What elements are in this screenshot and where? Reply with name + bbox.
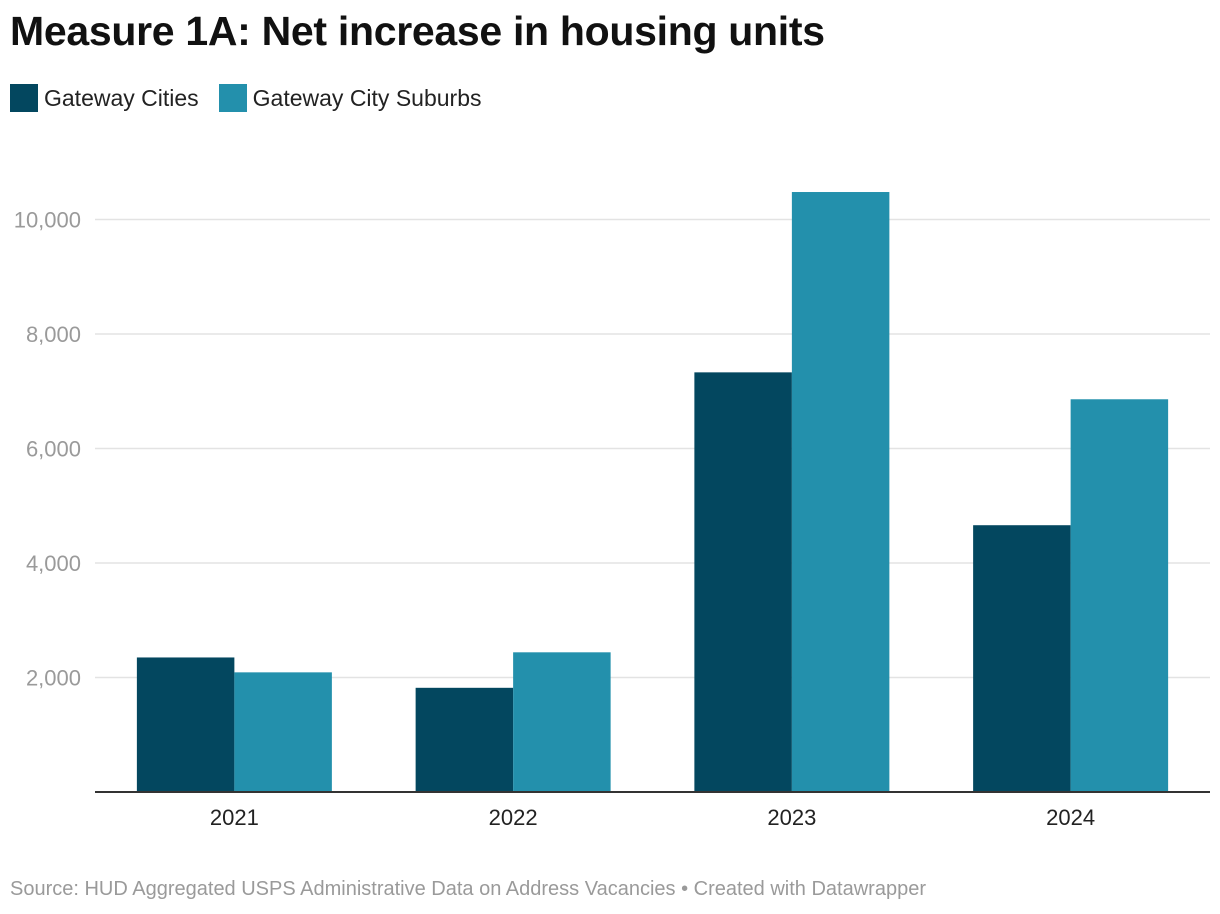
y-tick-label: 6,000 [26,437,81,462]
y-axis-labels: 2,000 4,000 6,000 8,000 10,000 [14,208,81,691]
source-note: Source: HUD Aggregated USPS Administrati… [10,878,926,900]
legend-item-gateway-cities: Gateway Cities [10,84,199,112]
legend: Gateway Cities Gateway City Suburbs [10,84,502,112]
x-tick-label: 2024 [1046,805,1095,830]
bars [136,192,1169,792]
y-tick-label: 4,000 [26,551,81,576]
legend-label-gateway-cities: Gateway Cities [44,84,199,111]
x-axis-labels: 2021 2022 2023 2024 [210,805,1095,830]
bar-gateway-city-suburbs-2022 [513,652,611,792]
x-tick-label: 2023 [767,805,816,830]
chart-title: Measure 1A: Net increase in housing unit… [10,8,825,54]
legend-swatch-gateway-cities [10,84,38,112]
bar-gateway-city-suburbs-2021 [234,672,332,792]
bar-gateway-city-suburbs-2023 [791,192,890,792]
y-tick-label: 8,000 [26,322,81,347]
y-tick-label: 2,000 [26,666,81,691]
legend-item-gateway-city-suburbs: Gateway City Suburbs [218,84,482,112]
bar-gateway-cities-2023 [694,372,792,792]
bar-gateway-cities-2021 [136,657,235,792]
x-tick-label: 2021 [210,805,259,830]
legend-label-gateway-city-suburbs: Gateway City Suburbs [252,84,482,111]
bar-gateway-city-suburbs-2024 [1070,399,1169,792]
y-tick-label: 10,000 [14,208,81,233]
legend-swatch-gateway-city-suburbs [218,84,247,112]
bar-gateway-cities-2022 [415,687,514,792]
bar-gateway-cities-2024 [973,525,1071,792]
x-tick-label: 2022 [489,805,538,830]
